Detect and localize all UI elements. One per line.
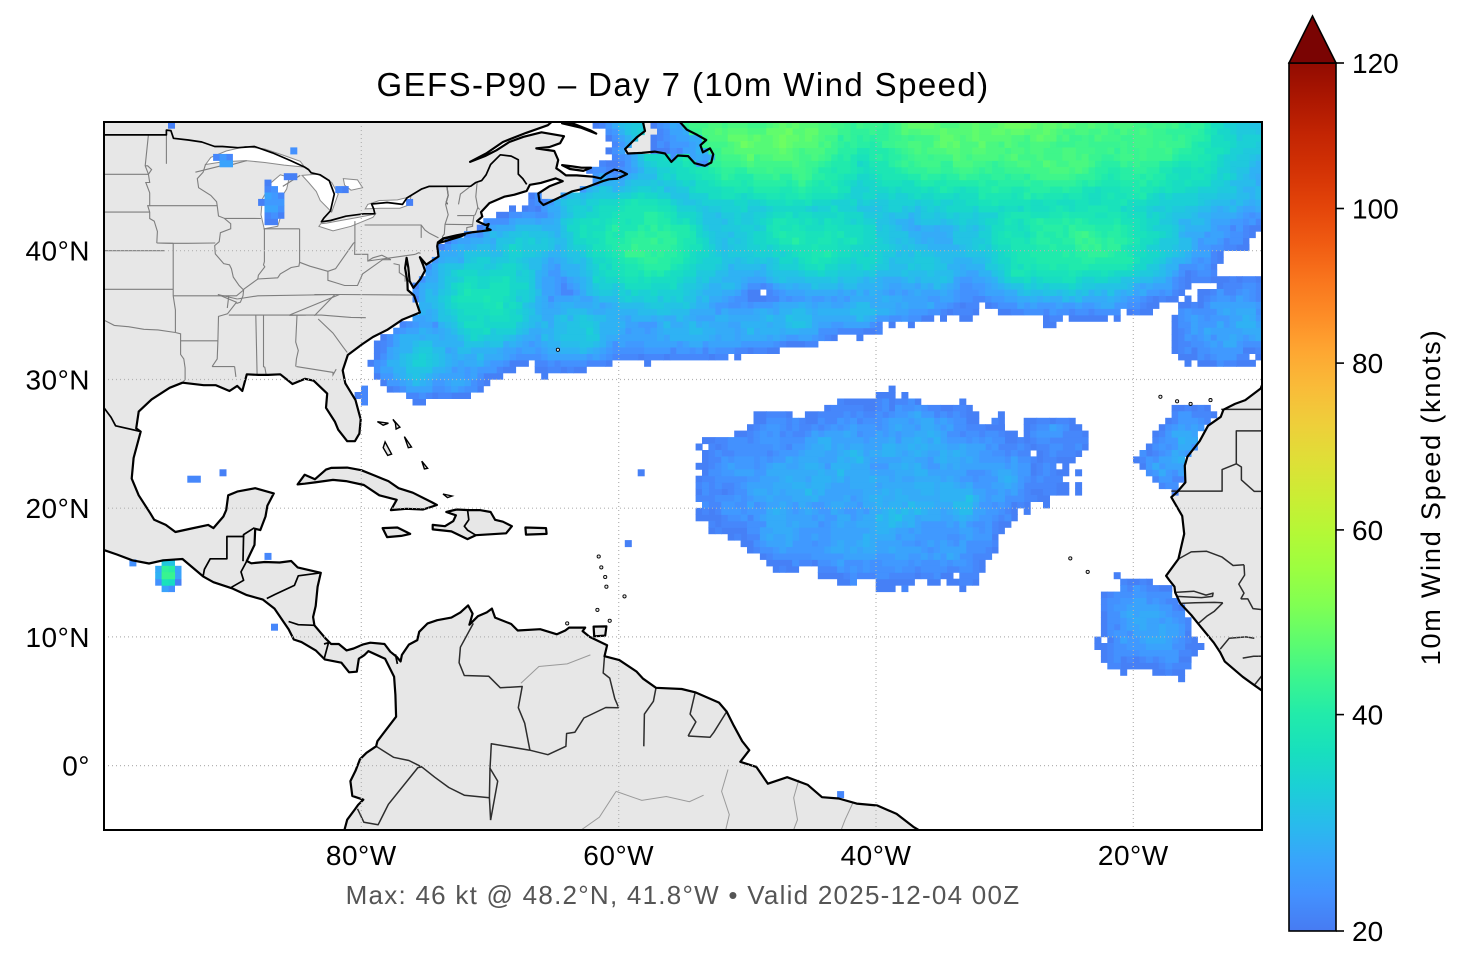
svg-text:120: 120 <box>1352 48 1399 79</box>
svg-text:20°W: 20°W <box>1098 840 1169 871</box>
svg-text:100: 100 <box>1352 194 1399 225</box>
svg-text:10°N: 10°N <box>25 622 90 653</box>
svg-text:40°W: 40°W <box>841 840 912 871</box>
svg-text:GEFS-P90 – Day 7 (10m Wind Spe: GEFS-P90 – Day 7 (10m Wind Speed) <box>377 66 990 103</box>
svg-text:Max: 46 kt @ 48.2°N, 41.8°W •: Max: 46 kt @ 48.2°N, 41.8°W • Valid 2025… <box>346 880 1021 910</box>
svg-text:80°W: 80°W <box>326 840 397 871</box>
svg-text:60: 60 <box>1352 515 1383 546</box>
svg-text:20: 20 <box>1352 916 1383 947</box>
svg-text:20°N: 20°N <box>25 493 90 524</box>
svg-text:0°: 0° <box>62 751 90 782</box>
svg-text:80: 80 <box>1352 348 1383 379</box>
svg-text:10m Wind Speed (knots): 10m Wind Speed (knots) <box>1416 329 1446 666</box>
svg-text:40°N: 40°N <box>25 236 90 267</box>
svg-text:40: 40 <box>1352 700 1383 731</box>
svg-text:30°N: 30°N <box>25 365 90 396</box>
svg-text:60°W: 60°W <box>583 840 654 871</box>
